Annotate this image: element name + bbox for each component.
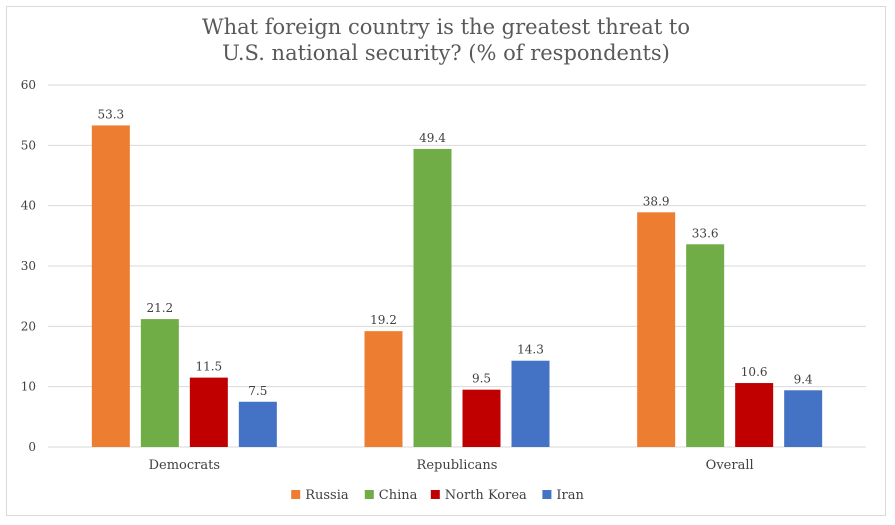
chart-title-line-2: U.S. national security? (% of respondent… <box>222 41 670 65</box>
y-tick-label: 40 <box>21 199 36 213</box>
data-label-iran: 14.3 <box>517 343 544 357</box>
chart-title-line-1: What foreign country is the greatest thr… <box>202 15 690 39</box>
y-tick-label: 30 <box>21 259 36 273</box>
x-axis-categories: Democrats Republicans Overall <box>149 458 754 473</box>
bar-iran-overall <box>784 390 823 447</box>
data-label-china: 33.6 <box>692 226 719 240</box>
legend-label-north-korea: North Korea <box>445 488 527 503</box>
data-label-russia: 38.9 <box>643 194 670 208</box>
bar-north-korea-overall <box>735 383 774 447</box>
category-label: Overall <box>706 458 754 473</box>
y-tick-label: 10 <box>21 380 36 394</box>
data-label-russia: 53.3 <box>97 107 124 121</box>
data-labels: 53.3 21.2 11.5 7.5 19.2 49.4 9.5 14.3 38.9 33.6 10… <box>97 107 813 397</box>
legend-swatch-russia <box>291 490 301 499</box>
data-label-china: 21.2 <box>146 301 173 315</box>
y-axis-ticks: 0 10 20 30 40 50 60 <box>21 78 36 454</box>
data-label-iran: 9.4 <box>794 372 813 386</box>
y-tick-label: 20 <box>21 319 36 333</box>
bar-iran-democrats <box>238 401 277 447</box>
category-label: Democrats <box>149 458 220 473</box>
legend-label-iran: Iran <box>556 488 584 503</box>
legend-swatch-iran <box>542 490 552 499</box>
data-label-north-korea: 11.5 <box>195 360 222 374</box>
legend-label-russia: Russia <box>305 488 349 503</box>
legend-label-china: China <box>379 488 418 503</box>
legend-swatch-north-korea <box>430 490 440 499</box>
data-label-north-korea: 9.5 <box>472 372 491 386</box>
bar-russia-overall <box>637 212 676 447</box>
bars <box>91 125 823 447</box>
data-label-iran: 7.5 <box>248 384 267 398</box>
bar-russia-republicans <box>364 331 403 447</box>
data-label-north-korea: 10.6 <box>741 365 768 379</box>
data-label-russia: 19.2 <box>370 313 397 327</box>
bar-iran-republicans <box>511 360 550 447</box>
bar-russia-democrats <box>91 125 130 447</box>
data-label-china: 49.4 <box>419 131 446 145</box>
y-tick-label: 60 <box>21 78 36 92</box>
legend-swatch-china <box>364 490 374 499</box>
bar-china-overall <box>686 244 725 447</box>
y-tick-label: 0 <box>28 440 36 454</box>
gridlines <box>48 84 866 448</box>
bar-north-korea-republicans <box>462 389 501 447</box>
bar-china-democrats <box>140 319 179 447</box>
y-tick-label: 50 <box>21 138 36 152</box>
bar-china-republicans <box>413 148 452 447</box>
category-label: Republicans <box>417 458 498 473</box>
bar-north-korea-democrats <box>189 377 228 447</box>
legend: Russia China North Korea Iran <box>291 488 585 503</box>
